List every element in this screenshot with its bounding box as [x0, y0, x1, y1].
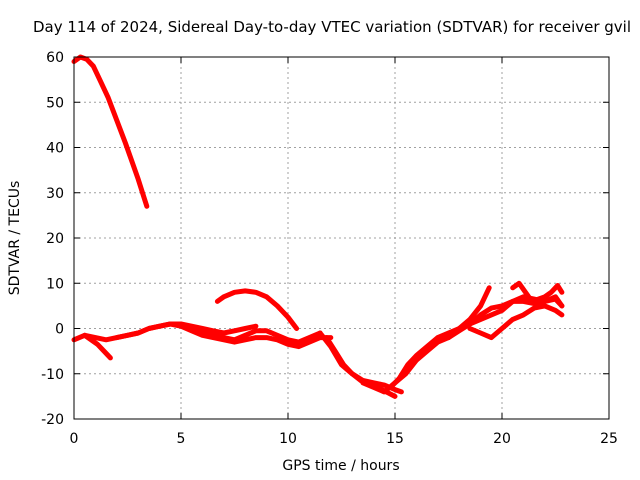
series-line-track-5 [189, 326, 323, 345]
y-tick-label: 40 [46, 141, 64, 157]
series-group [71, 54, 565, 399]
x-tick-label: 15 [386, 431, 404, 447]
x-tick-label: 0 [70, 431, 79, 447]
x-tick-label: 5 [177, 431, 186, 447]
y-tick-label: 10 [46, 276, 64, 292]
series-line-track-6 [214, 288, 300, 331]
series-line-track-3 [82, 332, 113, 361]
y-tick-label: -20 [41, 412, 64, 428]
y-axis-title: SDTVAR / TECUs [7, 181, 23, 296]
series-line-track-12 [467, 303, 565, 341]
series-line-track-11 [446, 294, 565, 341]
x-tick-label: 20 [493, 431, 511, 447]
y-tick-label: -10 [41, 367, 64, 383]
series-line-track-10 [388, 285, 492, 390]
x-tick-label: 10 [279, 431, 297, 447]
series-line-track-13 [510, 280, 565, 304]
y-tick-label: 50 [46, 95, 64, 111]
y-tick-label: 30 [46, 186, 64, 202]
axis-ticks: 0 5 10 15 20 25 -20 -10 0 10 20 30 40 50 60 [41, 50, 618, 447]
x-axis-title: GPS time / hours [282, 458, 399, 474]
series-line-track-1 [71, 54, 150, 209]
y-tick-label: 60 [46, 50, 64, 66]
y-tick-label: 20 [46, 231, 64, 247]
series-line-track-9 [360, 296, 565, 395]
x-tick-label: 25 [600, 431, 618, 447]
chart-title: Day 114 of 2024, Sidereal Day-to-day VTE… [33, 18, 631, 36]
y-tick-label: 0 [55, 322, 64, 338]
